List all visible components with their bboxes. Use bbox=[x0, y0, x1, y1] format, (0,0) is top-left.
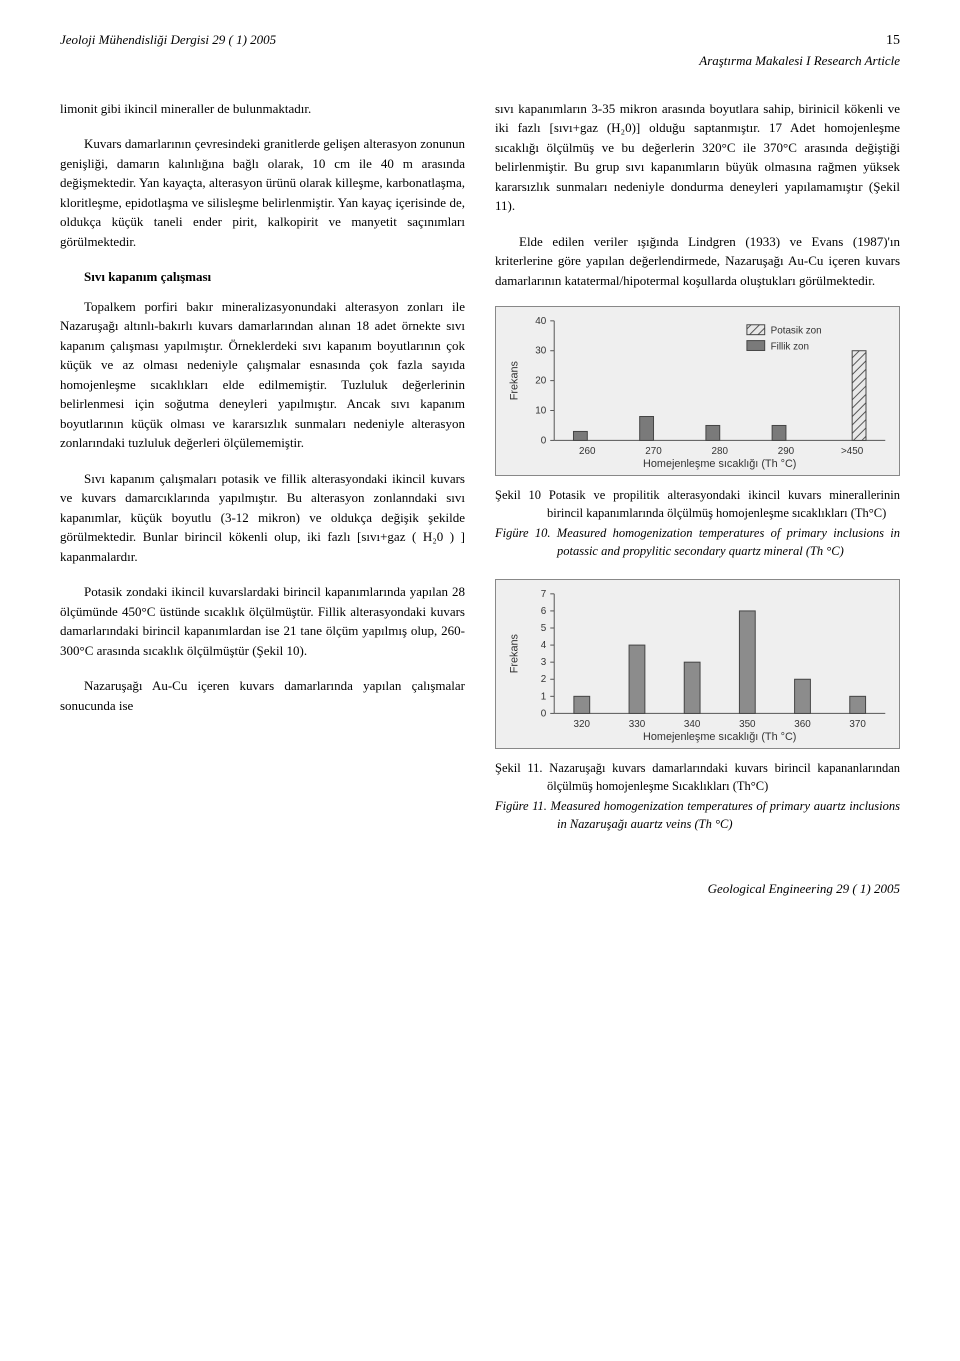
svg-text:7: 7 bbox=[541, 588, 547, 599]
paragraph: Nazaruşağı Au-Cu içeren kuvars damarları… bbox=[60, 676, 465, 715]
svg-text:290: 290 bbox=[778, 446, 795, 457]
svg-text:4: 4 bbox=[541, 640, 547, 651]
svg-text:320: 320 bbox=[574, 719, 591, 730]
figure-11-chart: 0 1 2 3 4 5 6 7 320 330 340 350 360 370 Frekans Homejen… bbox=[495, 579, 900, 749]
svg-text:360: 360 bbox=[794, 719, 811, 730]
svg-text:280: 280 bbox=[711, 446, 728, 457]
svg-text:0: 0 bbox=[541, 708, 547, 719]
header-right: 15 Araştırma Makalesi I Research Article bbox=[699, 30, 900, 71]
svg-text:340: 340 bbox=[684, 719, 701, 730]
caption-english: Figüre 11. Measured homogenization tempe… bbox=[495, 797, 900, 833]
svg-text:30: 30 bbox=[535, 346, 546, 357]
svg-text:370: 370 bbox=[849, 719, 866, 730]
svg-text:Homejenleşme sıcaklığı (Th °C): Homejenleşme sıcaklığı (Th °C) bbox=[643, 458, 796, 470]
svg-text:5: 5 bbox=[541, 622, 547, 633]
caption-english: Figüre 10. Measured homogenization tempe… bbox=[495, 524, 900, 560]
svg-text:10: 10 bbox=[535, 405, 546, 416]
svg-text:2: 2 bbox=[541, 674, 547, 685]
svg-text:Fillik zon: Fillik zon bbox=[771, 341, 809, 352]
page-number: 15 bbox=[699, 30, 900, 51]
svg-text:3: 3 bbox=[541, 657, 547, 668]
paragraph: Topalkem porfiri bakır mineralizasyonund… bbox=[60, 297, 465, 453]
svg-text:270: 270 bbox=[645, 446, 662, 457]
figure-10-chart: 0 10 20 30 40 260 270 280 290 >450 Potasik zon Fill… bbox=[495, 306, 900, 476]
figure-11-caption: Şekil 11. Nazaruşağı kuvars damarlarında… bbox=[495, 759, 900, 834]
right-column: sıvı kapanımların 3-35 mikron arasında b… bbox=[495, 99, 900, 852]
two-column-layout: limonit gibi ikincil mineraller de bulun… bbox=[60, 99, 900, 852]
paragraph: Elde edilen veriler ışığında Lindgren (1… bbox=[495, 232, 900, 291]
caption-turkish: Şekil 11. Nazaruşağı kuvars damarlarında… bbox=[495, 759, 900, 795]
figure-10-caption: Şekil 10 Potasik ve propilitik alterasyo… bbox=[495, 486, 900, 561]
paragraph: Kuvars damarlarının çevresindeki granitl… bbox=[60, 134, 465, 251]
svg-text:20: 20 bbox=[535, 376, 546, 387]
chart-svg: 0 10 20 30 40 260 270 280 290 >450 Potasik zon Fill… bbox=[496, 307, 899, 475]
page-header: Jeoloji Mühendisliği Dergisi 29 ( 1) 200… bbox=[60, 30, 900, 71]
chart-svg: 0 1 2 3 4 5 6 7 320 330 340 350 360 370 Frekans Homejen… bbox=[496, 580, 899, 748]
caption-turkish: Şekil 10 Potasik ve propilitik alterasyo… bbox=[495, 486, 900, 522]
svg-text:>450: >450 bbox=[841, 446, 864, 457]
paragraph: Sıvı kapanım çalışmaları potasik ve fill… bbox=[60, 469, 465, 567]
paragraph: Potasik zondaki ikincil kuvarslardaki bi… bbox=[60, 582, 465, 660]
subheading: Sıvı kapanım çalışması bbox=[60, 267, 465, 287]
svg-text:Frekans: Frekans bbox=[509, 633, 521, 673]
svg-text:330: 330 bbox=[629, 719, 646, 730]
svg-text:260: 260 bbox=[579, 446, 596, 457]
left-column: limonit gibi ikincil mineraller de bulun… bbox=[60, 99, 465, 852]
svg-text:Homejenleşme sıcaklığı (Th °C): Homejenleşme sıcaklığı (Th °C) bbox=[643, 731, 796, 743]
paragraph: limonit gibi ikincil mineraller de bulun… bbox=[60, 99, 465, 119]
svg-text:0: 0 bbox=[541, 435, 547, 446]
article-type: Araştırma Makalesi I Research Article bbox=[699, 51, 900, 71]
svg-text:1: 1 bbox=[541, 691, 547, 702]
svg-text:350: 350 bbox=[739, 719, 756, 730]
page-footer: Geological Engineering 29 ( 1) 2005 bbox=[60, 879, 900, 899]
svg-text:40: 40 bbox=[535, 316, 546, 327]
journal-title: Jeoloji Mühendisliği Dergisi 29 ( 1) 200… bbox=[60, 30, 276, 50]
svg-text:Frekans: Frekans bbox=[509, 360, 521, 400]
svg-text:Potasik zon: Potasik zon bbox=[771, 326, 822, 337]
svg-text:6: 6 bbox=[541, 605, 547, 616]
paragraph: sıvı kapanımların 3-35 mikron arasında b… bbox=[495, 99, 900, 216]
